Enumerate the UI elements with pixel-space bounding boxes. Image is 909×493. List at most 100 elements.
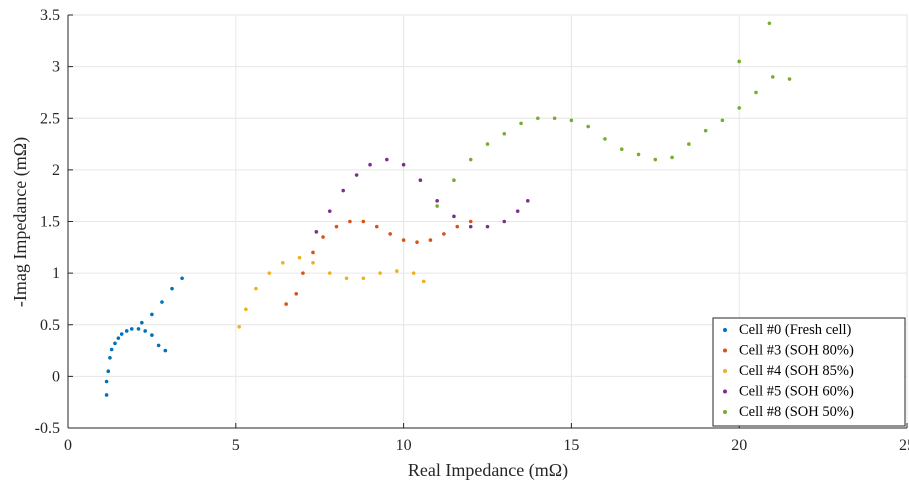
legend-marker — [723, 369, 727, 373]
data-point-series-4 — [720, 118, 725, 123]
data-point-series-1 — [442, 232, 446, 236]
data-point-series-1 — [348, 219, 352, 224]
data-point-series-0 — [140, 320, 144, 325]
data-point-series-4 — [787, 77, 792, 81]
data-point-series-2 — [421, 279, 426, 284]
data-point-series-0 — [156, 343, 161, 348]
data-point-series-0 — [124, 329, 129, 333]
x-axis-label: Real Impedance (mΩ) — [408, 460, 568, 481]
data-point-series-2 — [244, 307, 248, 312]
data-point-series-2 — [395, 269, 399, 273]
data-point-series-3 — [314, 230, 319, 234]
data-point-series-4 — [770, 75, 775, 79]
data-point-series-0 — [170, 286, 174, 291]
data-point-series-0 — [160, 300, 164, 304]
data-point-series-1 — [455, 224, 460, 229]
y-tick-label: 1 — [52, 265, 60, 282]
data-point-series-3 — [354, 173, 359, 177]
data-point-series-4 — [519, 121, 523, 126]
data-point-series-0 — [119, 332, 124, 336]
data-point-series-2 — [411, 271, 416, 275]
data-point-series-3 — [468, 224, 473, 229]
data-point-series-0 — [104, 379, 109, 384]
data-point-series-3 — [401, 162, 406, 167]
legend: Cell #0 (Fresh cell) Cell #3 (SOH 80%) Cel… — [712, 317, 906, 427]
legend-marker — [723, 328, 727, 332]
data-point-series-3 — [418, 178, 423, 182]
data-point-series-4 — [670, 155, 674, 160]
legend-marker — [723, 389, 727, 394]
data-point-series-4 — [653, 157, 658, 162]
data-point-series-4 — [502, 131, 507, 136]
data-point-series-4 — [737, 106, 741, 110]
y-axis-label: -Imag Impedance (mΩ) — [10, 137, 31, 307]
data-point-series-1 — [321, 235, 325, 239]
data-point-series-0 — [109, 347, 114, 352]
data-point-series-0 — [143, 329, 147, 333]
legend-marker — [723, 410, 727, 414]
x-tick-label: 20 — [731, 437, 747, 454]
y-tick-label: 3.5 — [40, 7, 60, 24]
legend-entry: Cell #8 (SOH 50%) — [739, 404, 854, 420]
legend-marker — [723, 348, 727, 353]
data-point-series-3 — [485, 224, 490, 229]
data-point-series-3 — [327, 209, 332, 213]
data-point-series-3 — [341, 188, 345, 193]
data-point-series-0 — [150, 312, 154, 317]
data-point-series-0 — [108, 355, 112, 360]
legend-entry: Cell #0 (Fresh cell) — [739, 322, 852, 338]
data-point-series-3 — [452, 214, 456, 219]
y-tick-label: 0 — [52, 368, 60, 385]
data-point-series-4 — [619, 147, 624, 152]
axes — [67, 14, 908, 429]
x-tick-label: 25 — [899, 437, 909, 454]
data-point-series-4 — [435, 204, 439, 208]
data-point-series-1 — [374, 224, 379, 229]
legend-box — [712, 317, 906, 427]
y-tick-label: -0.5 — [35, 420, 60, 437]
data-point-series-0 — [136, 327, 141, 331]
legend-entry: Cell #3 (SOH 80%) — [739, 343, 854, 359]
data-point-series-0 — [106, 369, 111, 374]
data-point-series-0 — [180, 276, 184, 281]
data-point-series-2 — [327, 271, 332, 275]
data-point-series-0 — [150, 333, 154, 337]
data-point-series-2 — [297, 255, 302, 260]
data-point-series-3 — [368, 162, 372, 167]
data-point-series-2 — [344, 276, 349, 281]
data-point-series-0 — [116, 336, 121, 340]
data-point-series-2 — [237, 325, 241, 329]
data-point-series-2 — [311, 261, 315, 265]
data-point-series-1 — [468, 219, 473, 224]
data-point-series-0 — [163, 348, 168, 353]
data-point-series-3 — [435, 199, 439, 203]
data-point-series-3 — [502, 219, 507, 224]
data-point-series-3 — [385, 157, 389, 162]
data-point-series-4 — [687, 142, 691, 146]
data-point-series-4 — [636, 152, 641, 157]
legend-entry: Cell #4 (SOH 85%) — [739, 363, 854, 379]
data-point-series-1 — [311, 250, 315, 255]
x-tick-label: 5 — [232, 437, 240, 454]
data-point-series-2 — [267, 271, 272, 275]
y-tick-label: 3 — [52, 59, 60, 76]
data-point-series-4 — [586, 124, 590, 129]
data-point-series-1 — [401, 238, 406, 242]
y-tick-label: 2.5 — [40, 110, 60, 127]
data-point-series-2 — [361, 276, 366, 281]
data-point-series-4 — [552, 116, 557, 121]
data-point-series-4 — [452, 178, 456, 182]
data-point-series-1 — [294, 291, 299, 296]
data-point-series-2 — [378, 271, 382, 275]
data-point-series-4 — [703, 128, 708, 133]
tick-labels: 0510152025-0.500.511.522.533.5 — [35, 7, 909, 454]
data-point-series-0 — [104, 393, 109, 397]
data-points — [104, 21, 792, 397]
data-point-series-1 — [415, 240, 419, 244]
data-point-series-3 — [525, 199, 530, 203]
data-point-series-4 — [737, 59, 741, 64]
data-point-series-1 — [284, 302, 288, 306]
x-tick-label: 0 — [64, 437, 72, 454]
